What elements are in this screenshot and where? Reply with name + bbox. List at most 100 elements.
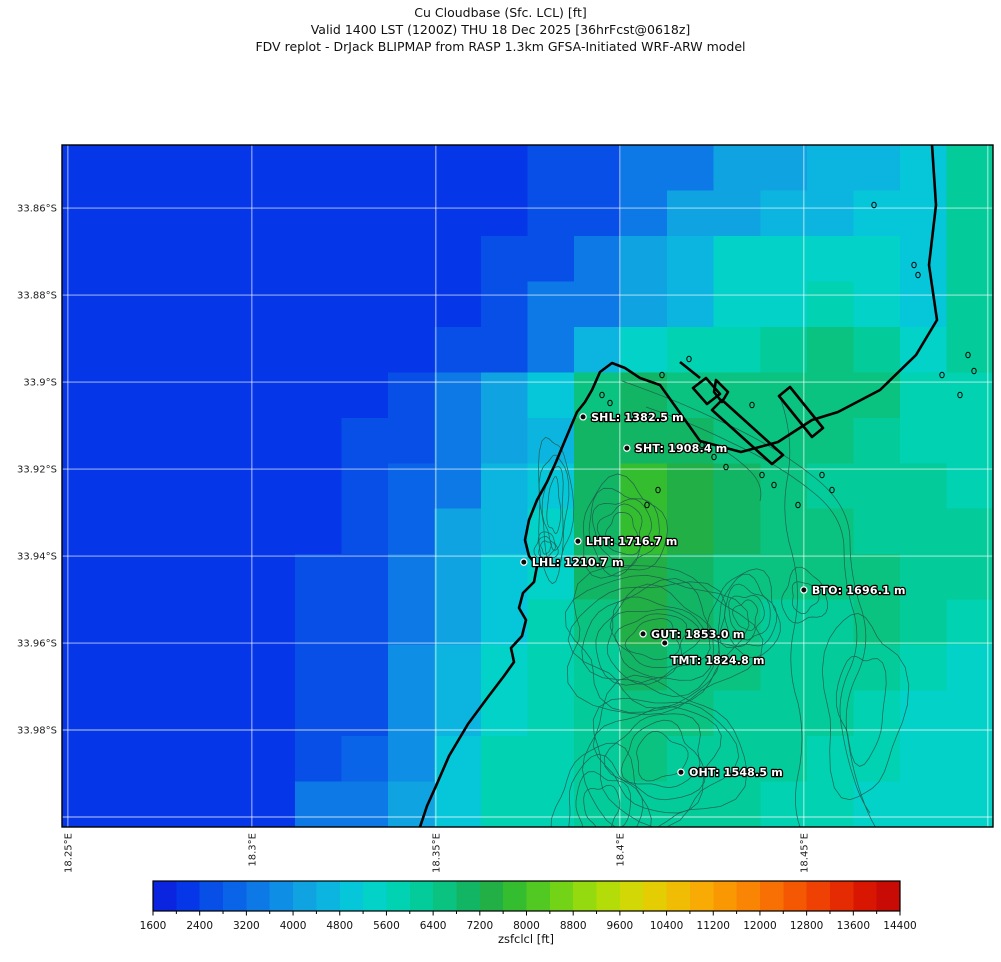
heatmap-cell xyxy=(201,281,249,328)
heatmap-cell xyxy=(713,281,761,328)
heatmap-cell xyxy=(62,281,110,328)
heatmap-cell xyxy=(946,417,993,464)
heatmap-cell xyxy=(62,690,110,737)
heatmap-cell xyxy=(946,781,993,827)
heatmap-cell xyxy=(294,372,342,419)
heatmap-cell xyxy=(248,326,296,373)
harbor-structure xyxy=(691,376,722,406)
heatmap-cell xyxy=(248,736,296,783)
heatmap-cell xyxy=(480,326,528,373)
heatmap-cell xyxy=(387,736,435,783)
heatmap-cell xyxy=(713,736,761,783)
heatmap-cell xyxy=(201,417,249,464)
colorbar-segment xyxy=(199,881,224,911)
heatmap-cell xyxy=(387,690,435,737)
heatmap-cell xyxy=(62,781,110,827)
coastal-rock xyxy=(971,367,977,375)
heatmap-cell xyxy=(155,599,203,646)
station-label: LHL: 1210.7 m xyxy=(532,556,624,569)
heatmap-cell xyxy=(853,372,901,419)
heatmap-cell xyxy=(667,417,715,464)
heatmap-cell xyxy=(341,690,389,737)
heatmap-cell xyxy=(620,417,668,464)
heatmap-cell xyxy=(480,690,528,737)
harbor-structures xyxy=(679,360,825,466)
heatmap-cell xyxy=(574,281,622,328)
heatmap-cell xyxy=(853,781,901,827)
colorbar-segment xyxy=(689,881,714,911)
heatmap-cell xyxy=(620,508,668,555)
heatmap-cell xyxy=(155,235,203,282)
colorbar-tick-label: 6400 xyxy=(420,920,447,932)
lat-axis: 33.86°S 33.88°S 33.9°S 33.92°S 33.94°S 33.96°… xyxy=(17,204,57,737)
heatmap-cell xyxy=(62,326,110,373)
colorbar-segment xyxy=(736,881,761,911)
heatmap-cell xyxy=(527,690,575,737)
terrain-contour xyxy=(595,583,714,686)
heatmap-cell xyxy=(248,281,296,328)
harbor-structure xyxy=(712,378,730,404)
lat-tick-label: 33.92°S xyxy=(17,465,57,476)
colorbar-tick-label: 1600 xyxy=(140,920,167,932)
heatmap-cell xyxy=(806,781,854,827)
heatmap-cell xyxy=(108,508,156,555)
heatmap-cell xyxy=(667,463,715,510)
heatmap-cell xyxy=(760,281,808,328)
heatmap-layer xyxy=(62,145,993,827)
station-label: SHT: 1908.4 m xyxy=(635,442,728,455)
heatmap-cell xyxy=(760,690,808,737)
lon-tick-label: 18.35°E xyxy=(431,833,442,873)
heatmap-cell xyxy=(899,281,947,328)
heatmap-cell xyxy=(620,145,668,191)
heatmap-cell xyxy=(667,508,715,555)
heatmap-cell xyxy=(341,326,389,373)
heatmap-cell xyxy=(480,372,528,419)
terrain-contour xyxy=(779,396,803,827)
heatmap-cell xyxy=(760,145,808,191)
heatmap-cell xyxy=(108,281,156,328)
colorbar-tick-label: 12000 xyxy=(743,920,776,932)
colorbar-segment xyxy=(293,881,317,911)
heatmap-cell xyxy=(806,190,854,237)
coastal-rock xyxy=(699,441,705,449)
heatmap-cell xyxy=(62,554,110,601)
heatmap-cell xyxy=(434,372,482,419)
heatmap-cell xyxy=(294,463,342,510)
heatmap-cell xyxy=(155,508,203,555)
heatmap-cell xyxy=(155,645,203,692)
terrain-contour xyxy=(575,771,632,827)
heatmap-cell xyxy=(574,463,622,510)
heatmap-cell xyxy=(62,508,110,555)
heatmap-cell xyxy=(527,235,575,282)
heatmap-cell xyxy=(946,145,993,191)
heatmap-cell xyxy=(946,736,993,783)
terrain-contour xyxy=(540,540,552,555)
heatmap-cell xyxy=(248,235,296,282)
heatmap-cell xyxy=(480,781,528,827)
terrain-contour xyxy=(781,566,828,624)
coastline xyxy=(418,145,939,827)
plot-titles: Cu Cloudbase (Sfc. LCL) [ft] Valid 1400 … xyxy=(0,4,1001,55)
heatmap-cell xyxy=(760,645,808,692)
heatmap-cell xyxy=(527,281,575,328)
heatmap-cell xyxy=(341,736,389,783)
terrain-contour xyxy=(538,454,570,567)
graticule-layer xyxy=(62,145,993,827)
heatmap-cell xyxy=(155,417,203,464)
heatmap-cell xyxy=(248,372,296,419)
heatmap-cell xyxy=(108,645,156,692)
heatmap-cell xyxy=(62,463,110,510)
heatmap-cell xyxy=(387,235,435,282)
terrain-contour xyxy=(550,742,652,827)
heatmap-cell xyxy=(201,463,249,510)
heatmap-cell xyxy=(294,554,342,601)
heatmap-cell xyxy=(294,781,342,827)
heatmap-cell xyxy=(667,781,715,827)
coastal-rock xyxy=(829,486,835,494)
terrain-contour xyxy=(533,531,559,561)
colorbar-segment xyxy=(643,881,668,911)
colorbar-segment xyxy=(876,881,901,911)
heatmap-cell xyxy=(853,690,901,737)
terrain-contour xyxy=(606,596,711,685)
